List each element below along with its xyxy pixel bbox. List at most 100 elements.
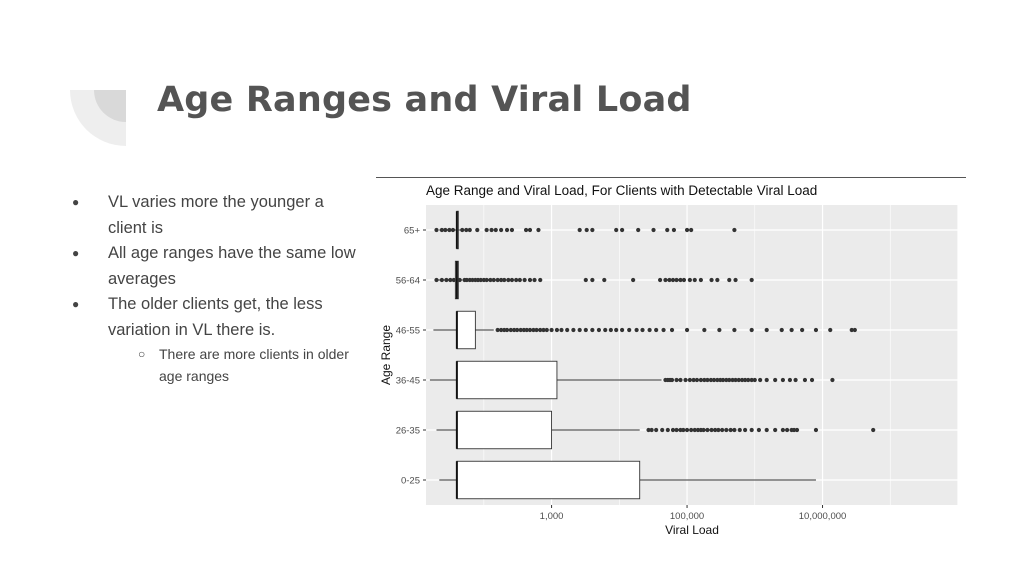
outlier-point <box>732 327 737 333</box>
slide-title: Age Ranges and Viral Load <box>157 80 692 120</box>
outlier-point <box>740 377 745 383</box>
boxes <box>429 210 876 500</box>
outlier-point <box>509 227 515 233</box>
box-iqr <box>456 310 476 350</box>
outlier-point <box>720 427 725 433</box>
outlier-point <box>499 277 504 283</box>
outlier-point <box>532 277 537 283</box>
outlier-point <box>457 277 462 283</box>
box-46-55 <box>433 310 857 350</box>
bullet-text: The older clients get, the less variatio… <box>108 295 323 339</box>
outlier-point <box>684 427 690 433</box>
outlier-point <box>674 377 679 383</box>
box-0-25 <box>439 460 816 500</box>
outlier-point <box>464 227 469 233</box>
outlier-point <box>636 227 641 233</box>
bullet-item: All age ranges have the same low average… <box>70 241 360 292</box>
outlier-point <box>670 427 676 433</box>
outlier-point <box>705 377 710 383</box>
outlier-point <box>584 227 589 233</box>
outlier-point <box>724 427 729 433</box>
outlier-point <box>715 377 720 383</box>
outlier-point <box>780 427 785 433</box>
outlier-point <box>830 377 835 383</box>
outlier-point <box>695 427 701 433</box>
outlier-point <box>450 227 456 233</box>
outlier-point <box>614 327 619 333</box>
box-56-64 <box>434 260 754 300</box>
outlier-point <box>733 377 738 383</box>
outlier-point <box>732 427 737 433</box>
outlier-point <box>541 327 546 333</box>
outlier-point <box>627 327 632 333</box>
outlier-point <box>871 427 876 433</box>
outlier-point <box>506 277 511 283</box>
outlier-point <box>493 227 498 233</box>
bullet-list: VL varies more the younger a client is A… <box>70 190 360 387</box>
outlier-point <box>764 377 769 383</box>
outlier-point <box>657 277 663 283</box>
outlier-point <box>439 277 444 283</box>
outlier-point <box>705 427 710 433</box>
outlier-point <box>495 327 500 333</box>
outlier-point <box>527 277 533 283</box>
box-65+ <box>434 210 737 250</box>
outlier-point <box>439 227 444 233</box>
outlier-point <box>749 427 754 433</box>
outlier-point <box>698 377 703 383</box>
outlier-point <box>749 377 754 383</box>
outlier-point <box>631 277 636 283</box>
outlier-point <box>779 327 784 333</box>
outlier-point <box>692 427 697 433</box>
outlier-point <box>514 277 519 283</box>
outlier-point <box>538 277 543 283</box>
outlier-point <box>733 277 738 283</box>
outlier-point <box>515 327 520 333</box>
outlier-point <box>531 327 536 333</box>
outlier-point <box>577 227 582 233</box>
outlier-point <box>590 227 595 233</box>
y-tick-label: 36-45 <box>396 376 420 387</box>
outlier-point <box>715 277 720 283</box>
y-tick-label: 0-25 <box>401 476 420 487</box>
outlier-point <box>451 277 456 283</box>
outlier-point <box>692 277 697 283</box>
outlier-point <box>683 377 688 383</box>
outlier-point <box>654 427 659 433</box>
outlier-point <box>702 327 707 333</box>
x-tick-label: 10,000,000 <box>799 511 847 522</box>
outlier-point <box>502 277 507 283</box>
outlier-point <box>764 327 769 333</box>
outlier-point <box>828 327 833 333</box>
outlier-point <box>749 327 754 333</box>
outlier-point <box>716 427 721 433</box>
outlier-point <box>787 377 793 383</box>
outlier-point <box>434 227 439 233</box>
outlier-point <box>789 327 794 333</box>
outlier-point <box>670 277 676 283</box>
outlier-point <box>460 227 465 233</box>
outlier-point <box>614 227 619 233</box>
outlier-point <box>785 427 790 433</box>
outlier-point <box>559 327 564 333</box>
outlier-point <box>504 327 510 333</box>
box-26-35 <box>436 410 876 450</box>
outlier-point <box>484 277 489 283</box>
outlier-point <box>720 377 726 383</box>
outlier-point <box>649 427 654 433</box>
outlier-point <box>448 277 453 283</box>
outlier-point <box>743 377 748 383</box>
sub-bullet-item: There are more clients in older age rang… <box>108 343 360 387</box>
outlier-point <box>518 327 523 333</box>
outlier-point <box>724 377 729 383</box>
outlier-point <box>711 377 717 383</box>
outlier-point <box>470 277 475 283</box>
outlier-point <box>689 227 694 233</box>
outlier-point <box>434 277 439 283</box>
outlier-point <box>640 327 645 333</box>
outlier-point <box>651 227 656 233</box>
outlier-point <box>684 327 690 333</box>
outlier-point <box>701 427 706 433</box>
outlier-point <box>849 327 854 333</box>
outlier-point <box>809 377 815 383</box>
